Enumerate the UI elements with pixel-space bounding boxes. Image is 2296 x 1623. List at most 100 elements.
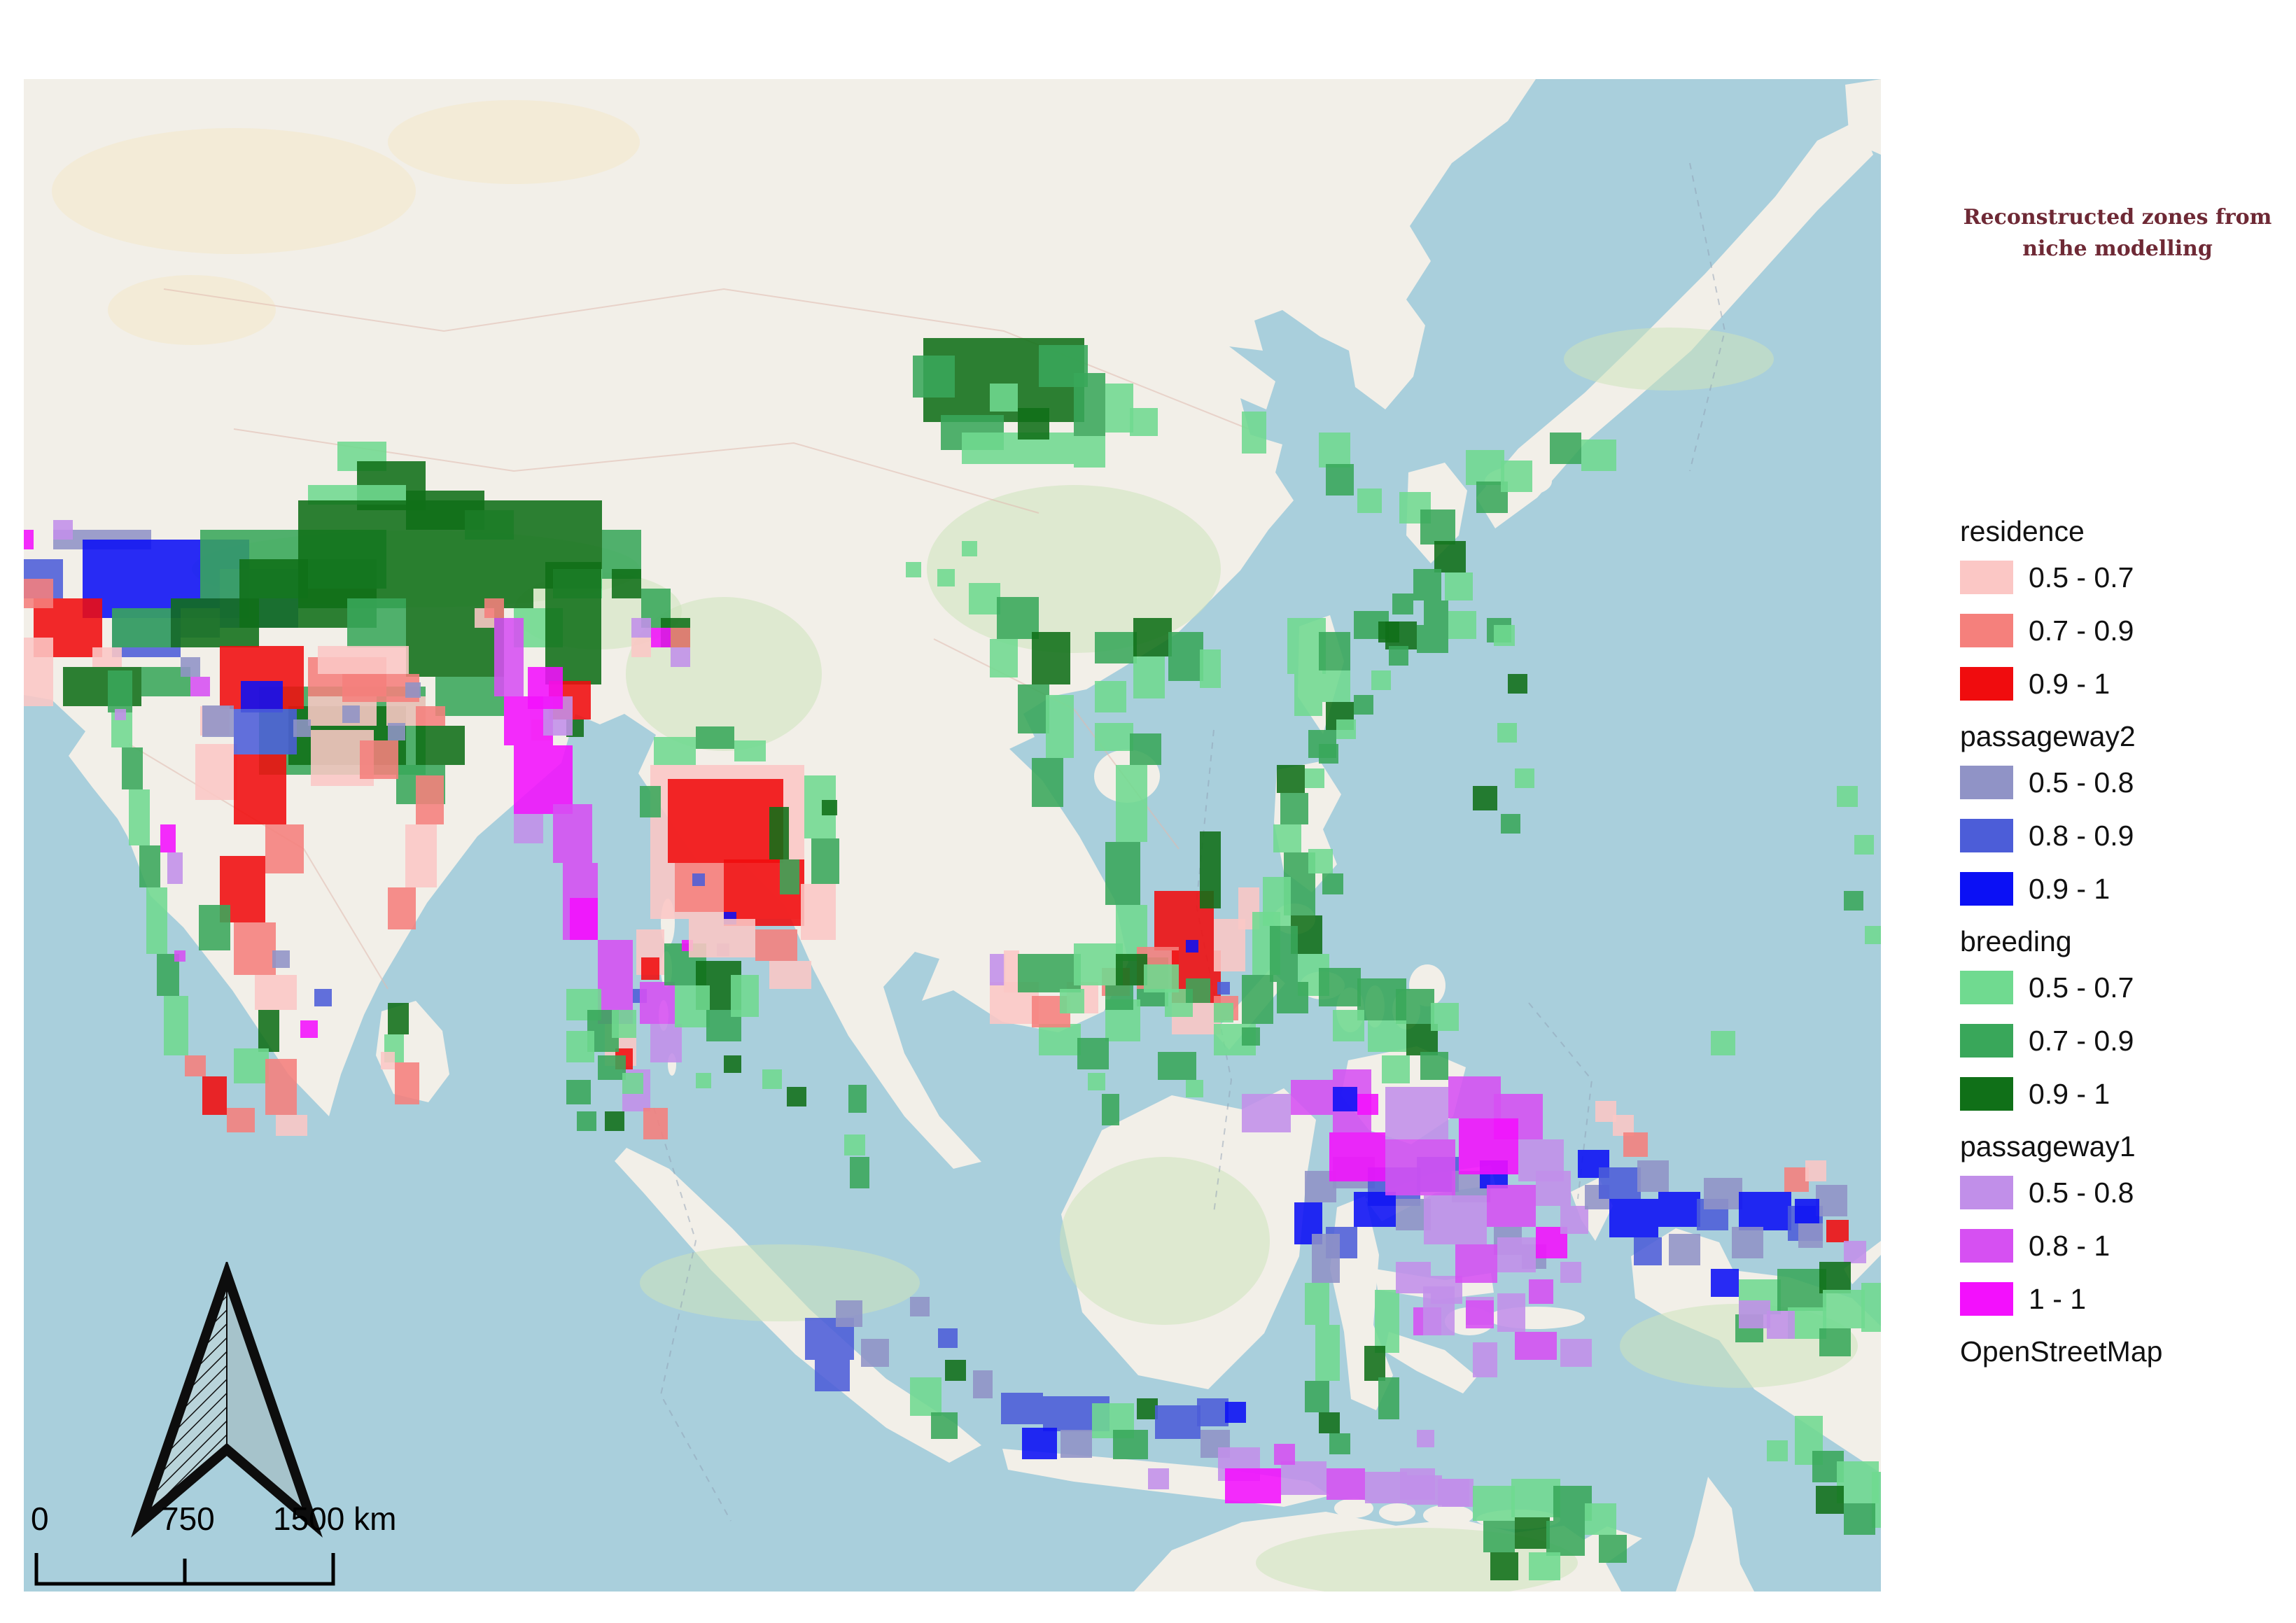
- map-cell-patch: [272, 950, 290, 968]
- map-cell-patch: [234, 1048, 269, 1083]
- map-cell-patch: [1732, 1227, 1763, 1258]
- legend-class-label: 0.5 - 0.7: [2029, 971, 2134, 1004]
- map-cell-patch: [1865, 926, 1881, 944]
- map-cell-patch: [1186, 940, 1198, 953]
- map-cell-patch: [342, 705, 360, 723]
- map-cell-patch: [780, 859, 799, 894]
- map-cell-patch: [388, 1003, 409, 1034]
- map-cell-patch: [122, 747, 143, 789]
- map-cell-patch: [1018, 684, 1049, 733]
- map-cell-patch: [1039, 1024, 1081, 1055]
- map-cell-patch: [181, 657, 200, 677]
- map-cell-patch: [1046, 695, 1074, 758]
- legend-class-label: 0.5 - 0.8: [2029, 1176, 2134, 1209]
- map-cell-patch: [913, 356, 955, 398]
- map-cell-patch: [1767, 1311, 1795, 1339]
- map-cell-patch: [115, 709, 126, 720]
- osm-attribution: OpenStreetMap: [1960, 1335, 2163, 1368]
- map-cell-patch: [528, 667, 563, 709]
- legend-class-label: 1 - 1: [2029, 1282, 2087, 1315]
- legend-class-label: 0.8 - 0.9: [2029, 819, 2134, 852]
- map-cell-patch: [1861, 1283, 1881, 1332]
- map-cell-patch: [1116, 954, 1147, 985]
- map-cell-patch: [1155, 1405, 1200, 1439]
- map-cell-patch: [1116, 765, 1147, 842]
- map-cell-patch: [258, 1010, 279, 1052]
- map-cell-patch: [146, 887, 167, 954]
- map-cell-patch: [1844, 1241, 1866, 1263]
- legend-class-label: 0.5 - 0.7: [2029, 561, 2134, 593]
- map-cell-patch: [405, 682, 421, 698]
- legend-class-label: 0.9 - 1: [2029, 1077, 2110, 1110]
- map-cell-patch: [1357, 489, 1382, 513]
- map-cell-patch: [1130, 733, 1161, 765]
- legend-row: 1 - 1: [1960, 1282, 2289, 1316]
- legend-class-label: 0.9 - 1: [2029, 872, 2110, 905]
- map-cell-patch: [1022, 1428, 1057, 1459]
- map-cell-patch: [1497, 1293, 1525, 1332]
- map-cell-patch: [1529, 1552, 1560, 1580]
- map-cell-patch: [1438, 1479, 1469, 1507]
- map-cell-patch: [139, 845, 160, 887]
- map-cell-patch: [906, 562, 921, 577]
- map-cell-patch: [1168, 632, 1203, 681]
- map-cell-patch: [1214, 1003, 1233, 1023]
- map-cell-patch: [1445, 572, 1473, 600]
- map-cell-patch: [692, 873, 705, 886]
- map-cell-patch: [1105, 384, 1133, 433]
- map-cell-patch: [1466, 450, 1504, 485]
- map-cell-patch: [1385, 1139, 1455, 1195]
- map-cell-patch: [990, 954, 1005, 985]
- map-cell-patch: [494, 618, 524, 696]
- map-cell-patch: [1501, 461, 1532, 492]
- map-cell-patch: [650, 1024, 682, 1062]
- map-cell-patch: [234, 922, 276, 975]
- map-cell-patch: [1319, 968, 1361, 1006]
- map-cell-patch: [1060, 1430, 1092, 1458]
- map-cell-patch: [381, 1052, 395, 1069]
- map-cell-patch: [1819, 1328, 1851, 1356]
- legend-swatch: [1960, 1077, 2013, 1111]
- map-cell-patch: [1581, 440, 1616, 471]
- map-cell-patch: [1739, 1192, 1791, 1230]
- legend-row: 0.5 - 0.8: [1960, 766, 2289, 799]
- map-cell-patch: [1795, 1199, 1819, 1223]
- map-cell-patch: [577, 1111, 596, 1131]
- map-cell-patch: [1424, 1195, 1487, 1244]
- map-cell-patch: [1322, 873, 1343, 894]
- legend-swatch: [1960, 667, 2013, 701]
- map-cell-patch: [1711, 1269, 1739, 1297]
- map-cell-patch: [1816, 1486, 1844, 1514]
- map-cell-patch: [1634, 1237, 1662, 1265]
- map-cell-patch: [1336, 719, 1356, 739]
- map-cell-patch: [435, 677, 504, 716]
- map-cell-patch: [631, 638, 651, 657]
- map-cell-patch: [1322, 670, 1350, 702]
- map-title: Reconstructed zones from niche modelling: [1953, 202, 2282, 265]
- map-cell-patch: [1242, 975, 1273, 1024]
- map-cell-patch: [1711, 1031, 1735, 1055]
- map-cell-patch: [1658, 1192, 1700, 1227]
- map-cell-patch: [1473, 1342, 1497, 1377]
- legend-swatch: [1960, 1282, 2013, 1316]
- map-cell-patch: [185, 1055, 206, 1076]
- map-cell-patch: [1497, 1237, 1536, 1272]
- map-cell-patch: [1158, 1052, 1196, 1080]
- map-cell-patch: [1536, 1171, 1571, 1206]
- map-cell-patch: [1095, 632, 1137, 663]
- map-cell-patch: [1466, 1300, 1494, 1328]
- map-cell-patch: [566, 1080, 591, 1104]
- map-cell-patch: [1560, 1206, 1588, 1234]
- map-cell-patch: [234, 754, 286, 824]
- map-cell-patch: [566, 1031, 594, 1062]
- map-cell-patch: [129, 789, 150, 845]
- map-cell-patch: [241, 681, 283, 712]
- map-cell-patch: [1305, 1381, 1329, 1412]
- map-cell-patch: [643, 1108, 668, 1139]
- map-cell-patch: [787, 1087, 806, 1106]
- map-cell-patch: [1420, 1052, 1448, 1080]
- map-cell-patch: [265, 824, 304, 873]
- map-cell-patch: [1004, 950, 1019, 992]
- map-cell-patch: [1455, 1244, 1497, 1283]
- map-cell-patch: [1144, 964, 1179, 992]
